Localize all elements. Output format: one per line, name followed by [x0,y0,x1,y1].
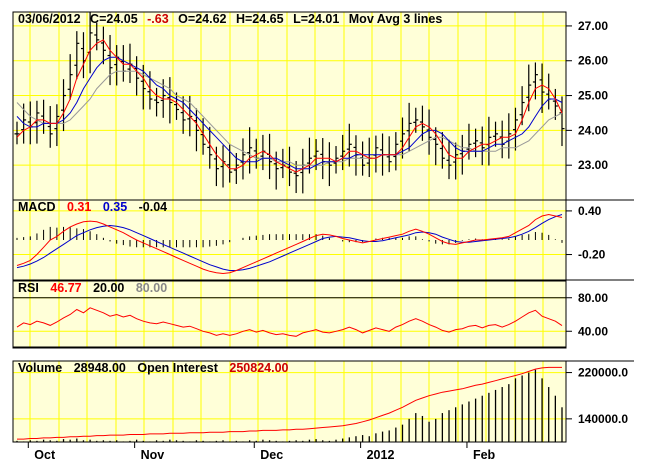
price-tick-label: 27.00 [578,19,608,33]
rsi-header: RSI 46.77 20.00 80.00 [18,281,167,295]
macd-line [16,213,563,275]
volume-value: 28948.00 [74,361,126,375]
rsi-tick-label: 40.00 [578,324,608,338]
open-interest-line [17,366,562,440]
x-axis-label: Oct [34,448,56,462]
rsi-line [16,307,563,337]
macd-value-2: 0.35 [103,200,127,214]
rsi-value-3: 80.00 [136,281,167,295]
x-axis-label: 2012 [367,448,395,462]
volume-header: Volume 28948.00 Open Interest 250824.00 [18,361,289,375]
rsi-tick-label: 80.00 [578,291,608,305]
price-tick-label: 23.00 [578,158,608,172]
volume-label: Volume [18,361,62,375]
macd-tick-label: 0.40 [578,204,602,218]
rsi-pane-background [13,281,566,348]
macd-value-1: 0.31 [67,200,91,214]
moving-average-mid-line [16,56,563,170]
vol-pane-frame [12,360,567,443]
macd-value-3: -0.04 [139,200,168,214]
frame-layer [12,11,634,443]
rsi-label: RSI [18,281,39,295]
price-tick-label: 24.00 [578,123,608,137]
x-axis-label: Dec [260,448,283,462]
open-interest-value: 250824.00 [229,361,288,375]
rsi-pane-frame [12,280,567,349]
header-close: C=24.05 [90,12,138,26]
moving-average-fast-line [16,39,563,173]
macd-tick-label: -0.20 [578,248,606,262]
volume-tick-label: 220000.0 [578,366,628,380]
rsi-value-2: 20.00 [93,281,124,295]
x-axis-label: Nov [141,448,165,462]
moving-average-slow-line [16,70,563,166]
header-text: 03/06/2012 C=24.05 -.63 O=24.62 H=24.65 … [18,12,442,26]
macd-header: MACD 0.31 0.35 -0.04 [18,200,167,214]
axis-layer: 27.00 26.00 25.00 24.00 23.00 0.40 -0.20 80.00 4… [27,19,628,462]
price-tick-label: 25.00 [578,89,608,103]
header-low: L=24.01 [293,12,339,26]
open-interest-label: Open Interest [137,361,218,375]
volume-tick-label: 140000.0 [578,412,628,426]
macd-pane-frame [12,199,567,281]
grid-layer [13,12,566,442]
macd-label: MACD [18,200,56,214]
header-high: H=24.65 [236,12,284,26]
price-tick-label: 26.00 [578,54,608,68]
header-open: O=24.62 [178,12,226,26]
vol-pane-background [13,361,566,442]
header-date: 03/06/2012 [18,12,81,26]
header-study: Mov Avg 3 lines [349,12,443,26]
x-axis-label: Feb [473,448,496,462]
header-change: -.63 [147,12,169,26]
rsi-value-1: 46.77 [50,281,81,295]
